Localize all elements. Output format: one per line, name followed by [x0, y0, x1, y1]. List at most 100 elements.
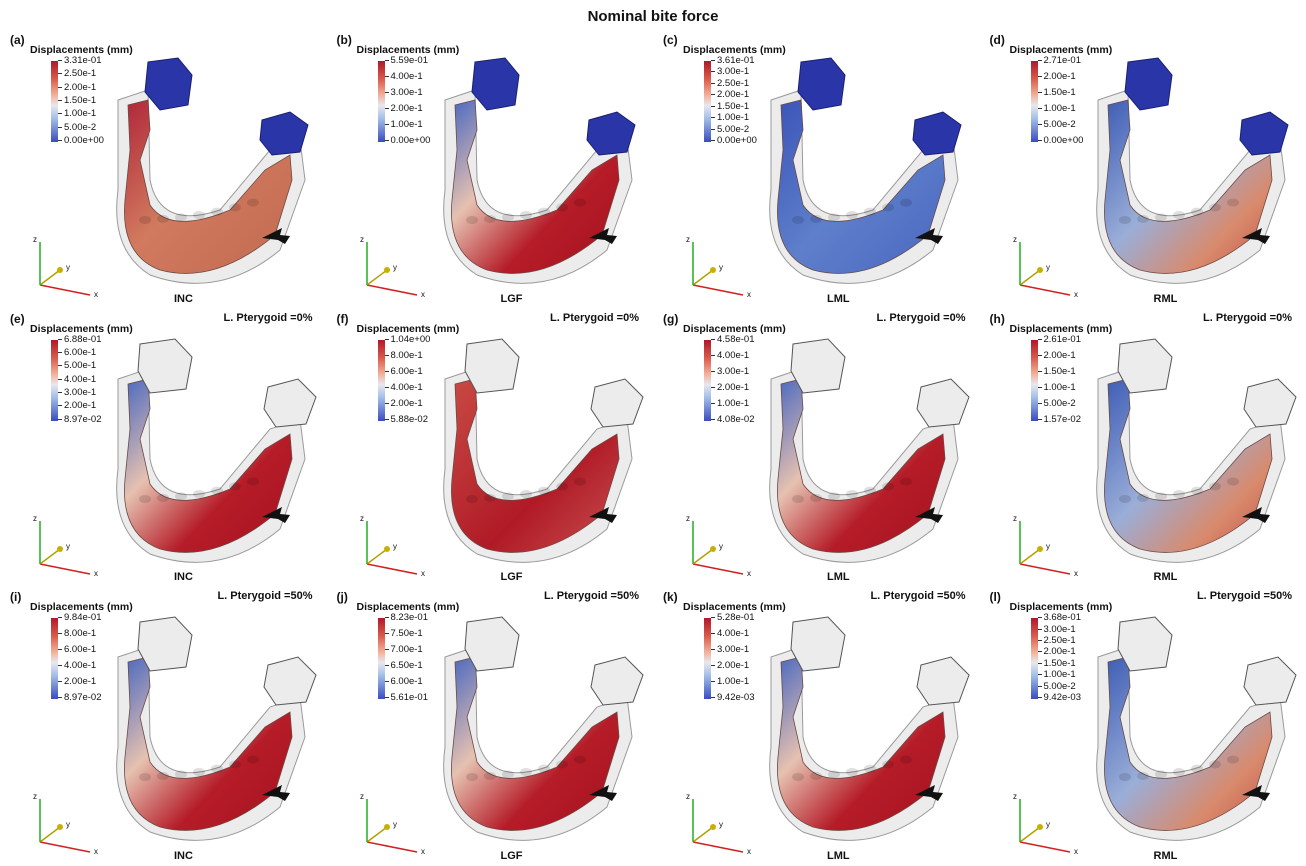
colorbar-tick-label: 1.04e+00: [388, 334, 431, 345]
axis-y-label: y: [1046, 263, 1050, 272]
colorbar-tick-label: 2.00e-1: [714, 382, 749, 393]
colorbar-ticks: 5.59e-01 4.00e-1 3.00e-1 2.00e-1 1.00e-1 0.00…: [388, 56, 448, 148]
colorbar: [377, 339, 385, 421]
axis-x-label: x: [421, 290, 425, 299]
case-label: LML: [827, 571, 850, 584]
colorbar-title: Displacements (mm): [30, 44, 133, 56]
colorbar-tick-label: 0.00e+00: [61, 136, 104, 146]
colorbar: [377, 61, 385, 142]
colorbar-tick-label: 4.58e-01: [714, 334, 755, 345]
colorbar-tick-label: 6.00e-1: [388, 677, 423, 687]
panel-label: (e): [10, 311, 25, 326]
colorbar-tick-label: 4.00e-1: [388, 72, 423, 82]
case-label: LML: [827, 292, 850, 305]
colorbar-tick-label: 1.50e-1: [61, 96, 96, 106]
axes-triad: x y z: [360, 792, 425, 856]
axis-z-label: z: [33, 792, 37, 801]
axes-triad: x y z: [1013, 235, 1078, 299]
colorbar: [1030, 339, 1038, 421]
axis-y-label: y: [66, 542, 70, 551]
colorbar-ticks: 9.84e-01 8.00e-1 6.00e-1 4.00e-1 2.00e-1 8.97…: [61, 613, 121, 705]
axis-y-label: y: [66, 263, 70, 272]
axes-triad: x y z: [360, 514, 425, 578]
colorbar-title: Displacements (mm): [356, 601, 460, 614]
colorbar-tick-label: 1.00e-1: [714, 677, 749, 687]
colorbar-tick-label: 0.00e+00: [388, 136, 431, 146]
mandible-model: [769, 616, 970, 841]
colorbar-tick-label: 2.00e-1: [1041, 647, 1076, 657]
axes-triad: x y z: [686, 792, 751, 856]
colorbar-title: Displacements (mm): [683, 44, 786, 56]
mandible-model: [769, 57, 962, 284]
colorbar-tick-label: 2.00e-1: [388, 104, 423, 114]
colorbar-tick-label: 3.00e-1: [714, 67, 749, 77]
colorbar-title: Displacements (mm): [1009, 601, 1113, 614]
colorbar-tick-label: 7.00e-1: [388, 645, 423, 655]
colorbar-tick-label: 3.61e-01: [714, 56, 755, 66]
colorbar-tick-label: 1.50e-1: [1041, 88, 1076, 98]
colorbar: [704, 61, 711, 142]
colorbar-tick-label: 2.50e-1: [714, 78, 749, 89]
colorbar-title: Displacements (mm): [30, 322, 133, 335]
colorbar-title: Displacements (mm): [683, 601, 786, 614]
colorbar-tick-label: 5.00e-2: [1041, 120, 1076, 130]
panel-label: (d): [989, 33, 1005, 47]
colorbar-tick-label: 6.00e-1: [61, 347, 96, 358]
colorbar-tick-label: 5.59e-01: [388, 56, 429, 66]
axis-z-label: z: [1013, 235, 1017, 244]
axis-z-label: z: [360, 792, 364, 801]
panel-label: (a): [10, 33, 25, 47]
colorbar-tick-label: 1.00e-1: [714, 398, 749, 409]
colorbar-title: Displacements (mm): [1009, 44, 1113, 56]
case-label: LGF: [500, 849, 523, 862]
mandible-model: [1095, 57, 1289, 284]
case-label: INC: [174, 292, 193, 305]
colorbar-tick-label: 5.00e-2: [1041, 398, 1076, 409]
colorbar-ticks: 1.04e+00 8.00e-1 6.00e-1 4.00e-1 2.00e-1 5.88…: [388, 334, 448, 427]
colorbar-tick-label: 3.00e-1: [388, 88, 423, 98]
colorbar-tick-label: 4.00e-1: [61, 374, 96, 385]
colorbar-tick-label: 0.00e+00: [1041, 136, 1084, 146]
axes-triad: x y z: [33, 235, 98, 299]
colorbar-ticks: 5.28e-01 4.00e-1 3.00e-1 2.00e-1 1.00e-1 9.42…: [714, 613, 774, 705]
axis-z-label: z: [686, 514, 690, 523]
axis-x-label: x: [421, 847, 425, 856]
axis-y-label: y: [719, 263, 723, 272]
axes-triad: x y z: [1013, 514, 1078, 578]
axis-z-label: z: [686, 235, 690, 244]
colorbar-tick-label: 1.00e-1: [1041, 104, 1076, 114]
mandible-model: [116, 616, 317, 841]
colorbar-tick-label: 5.28e-01: [714, 613, 755, 623]
pterygoid-label: L. Pterygoid =50%: [217, 590, 313, 603]
colorbar-tick-label: 4.08e-02: [714, 414, 755, 425]
colorbar-ticks: 3.61e-01 3.00e-1 2.50e-1 2.00e-1 1.50e-1 1.00…: [714, 56, 774, 148]
colorbar: [51, 618, 58, 700]
colorbar-ticks: 8.23e-01 7.50e-1 7.00e-1 6.50e-1 6.00e-1 5.61…: [388, 613, 448, 705]
axis-x-label: x: [747, 290, 751, 299]
colorbar-tick-label: 3.00e-1: [714, 645, 749, 655]
axis-x-label: x: [94, 290, 98, 299]
axis-z-label: z: [1013, 514, 1017, 523]
axis-x-label: x: [747, 847, 751, 856]
colorbar-ticks: 3.68e-01 3.00e-1 2.50e-1 2.00e-1 1.50e-1 1.00…: [1041, 613, 1101, 705]
axis-x-label: x: [94, 569, 98, 578]
figure-panel: (h) Displacements (mm) 2.61e-01 2.00e-1 1.50…: [980, 309, 1306, 588]
case-label: RML: [1153, 849, 1178, 862]
panel-label: (h): [989, 311, 1005, 326]
colorbar-tick-label: 2.71e-01: [1041, 56, 1082, 66]
colorbar-tick-label: 5.00e-1: [61, 361, 96, 371]
axis-y-label: y: [719, 542, 723, 551]
panel-label: (g): [663, 311, 679, 326]
colorbar-tick-label: 2.00e-1: [1041, 350, 1076, 361]
case-label: RML: [1153, 292, 1178, 305]
colorbar-tick-label: 8.23e-01: [388, 613, 429, 623]
colorbar-tick-label: 4.00e-1: [61, 661, 96, 671]
colorbar-tick-label: 2.00e-1: [1041, 72, 1076, 82]
colorbar-tick-label: 5.00e-2: [714, 124, 749, 135]
mandible-model: [116, 338, 317, 563]
colorbar-tick-label: 2.50e-1: [61, 69, 96, 79]
colorbar: [704, 618, 711, 700]
figure-panel: (k) Displacements (mm) 5.28e-01 4.00e-1 3.00…: [653, 587, 980, 866]
colorbar-ticks: 3.31e-01 2.50e-1 2.00e-1 1.50e-1 1.00e-1 5.00…: [61, 56, 121, 148]
axis-y-label: y: [1046, 542, 1050, 551]
